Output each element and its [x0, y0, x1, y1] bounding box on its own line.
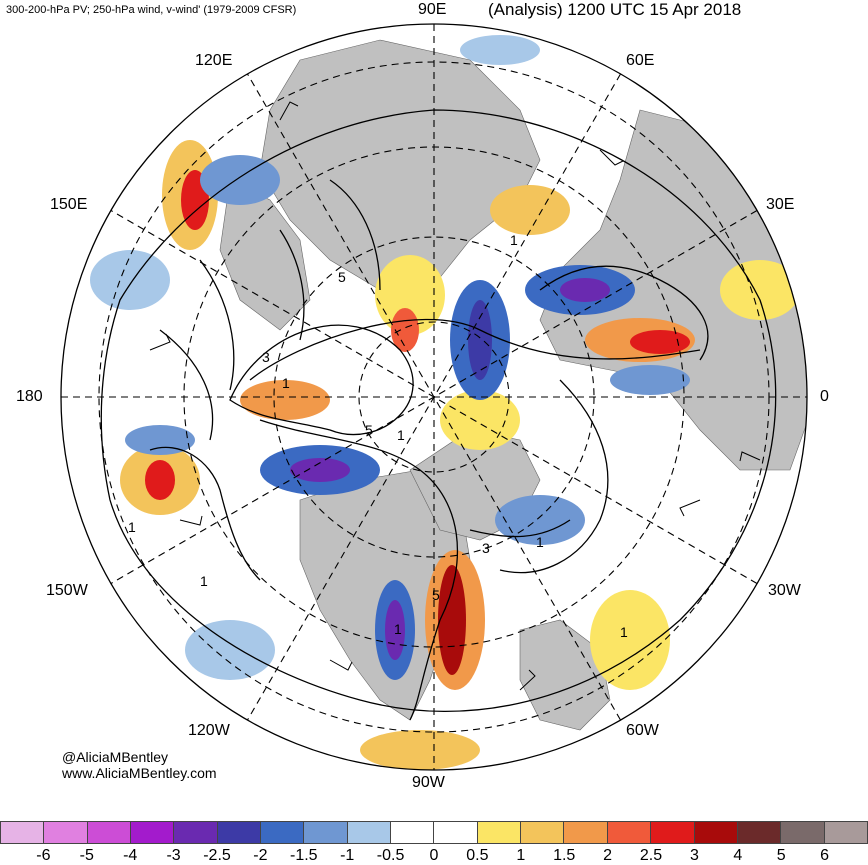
- map-boundary: [60, 23, 808, 771]
- contour-label-group: 5 3 1 1 5 3 1 1 5 1 1 1 1: [128, 232, 628, 640]
- lon-label-180: 180: [16, 388, 43, 405]
- colorbar-tick-label: 6: [820, 847, 830, 864]
- contour-label: 1: [536, 534, 544, 550]
- attribution-handle: @AliciaMBentley: [62, 749, 169, 765]
- lon-label-90e: 90E: [418, 1, 447, 18]
- colorbar-swatch: [87, 821, 132, 844]
- chart-valid-time: (Analysis) 1200 UTC 15 Apr 2018: [488, 0, 742, 19]
- lon-label-120e: 120E: [195, 52, 233, 69]
- contour-label: 1: [128, 519, 136, 535]
- colorbar-tick-label: 1.5: [553, 847, 576, 864]
- colorbar-swatch: [434, 821, 478, 844]
- lon-label-150w: 150W: [46, 582, 88, 599]
- colorbar-tick-label: -0.5: [376, 847, 405, 864]
- lon-label-90w: 90W: [412, 774, 445, 791]
- colorbar-swatch: [44, 821, 88, 844]
- lon-label-60w: 60W: [626, 722, 659, 739]
- colorbar-swatch: [607, 821, 652, 844]
- attribution-url: www.AliciaMBentley.com: [62, 765, 217, 781]
- colorbar-tick-label: -6: [36, 847, 51, 864]
- colorbar-tick-label: -5: [79, 847, 94, 864]
- wind-barbs: [149, 101, 761, 691]
- attribution: @AliciaMBentley www.AliciaMBentley.com: [62, 749, 217, 781]
- lon-label-60e: 60E: [626, 52, 655, 69]
- lon-label-30w: 30W: [768, 582, 801, 599]
- contour-label: 1: [510, 232, 518, 248]
- contour-label: 1: [394, 621, 402, 637]
- lon-label-30e: 30E: [766, 196, 795, 213]
- negative-anomaly-patches: [90, 35, 690, 680]
- colorbar-swatch: [564, 821, 608, 844]
- contour-label: 3: [262, 349, 270, 365]
- colorbar-tick-label: 0.5: [466, 847, 489, 864]
- colorbar-tick-label: 5: [776, 847, 786, 864]
- colorbar-swatch: [131, 821, 175, 844]
- colorbar-swatch: [261, 821, 305, 844]
- colorbar-tick-label: -4: [123, 847, 138, 864]
- contour-label: 5: [432, 587, 440, 603]
- colorbar-swatch: [347, 821, 392, 844]
- colorbar-swatch: [737, 821, 782, 844]
- lon-label-0: 0: [820, 388, 829, 405]
- contour-label: 5: [365, 422, 373, 438]
- contour-label: 1: [620, 624, 628, 640]
- colorbar-tick-label: 2: [603, 847, 613, 864]
- colorbar-tick-label: -3: [166, 847, 181, 864]
- colorbar-swatch: [781, 821, 825, 844]
- lon-label-120w: 120W: [188, 722, 230, 739]
- colorbar-tick-label: -2.5: [203, 847, 231, 864]
- contour-label: 1: [200, 573, 208, 589]
- colorbar-tick-label: -1.5: [290, 847, 318, 864]
- colorbar-swatch: [694, 821, 738, 844]
- colorbar-swatch: [304, 821, 348, 844]
- colorbar-swatch: [477, 821, 522, 844]
- positive-anomaly-patches: [120, 140, 800, 770]
- colorbar-swatch: [0, 821, 45, 844]
- colorbar-tick-label: -2: [253, 847, 268, 864]
- contour-label: 1: [397, 427, 405, 443]
- colorbar-tick-label: 2.5: [639, 847, 663, 864]
- colorbar-swatch: [391, 821, 435, 844]
- chart-description: 300-200-hPa PV; 250-hPa wind, v-wind' (1…: [6, 4, 297, 16]
- colorbar-swatch: [824, 821, 868, 844]
- colorbar: [0, 821, 868, 844]
- contour-label: 5: [338, 269, 346, 285]
- colorbar-tick-label: 3: [689, 847, 699, 864]
- contour-label: 3: [482, 540, 490, 556]
- colorbar-tick-label: 4: [733, 847, 743, 864]
- lon-label-150e: 150E: [50, 196, 88, 213]
- colorbar-tick-label: 0: [429, 847, 439, 864]
- colorbar-swatch: [217, 821, 262, 844]
- meridians: [61, 24, 807, 770]
- colorbar-swatch: [651, 821, 695, 844]
- colorbar-tick-label: 1: [516, 847, 526, 864]
- colorbar-tick-label: -1: [340, 847, 355, 864]
- colorbar-swatch: [174, 821, 218, 844]
- colorbar-swatch: [521, 821, 565, 844]
- contour-label: 1: [282, 375, 290, 391]
